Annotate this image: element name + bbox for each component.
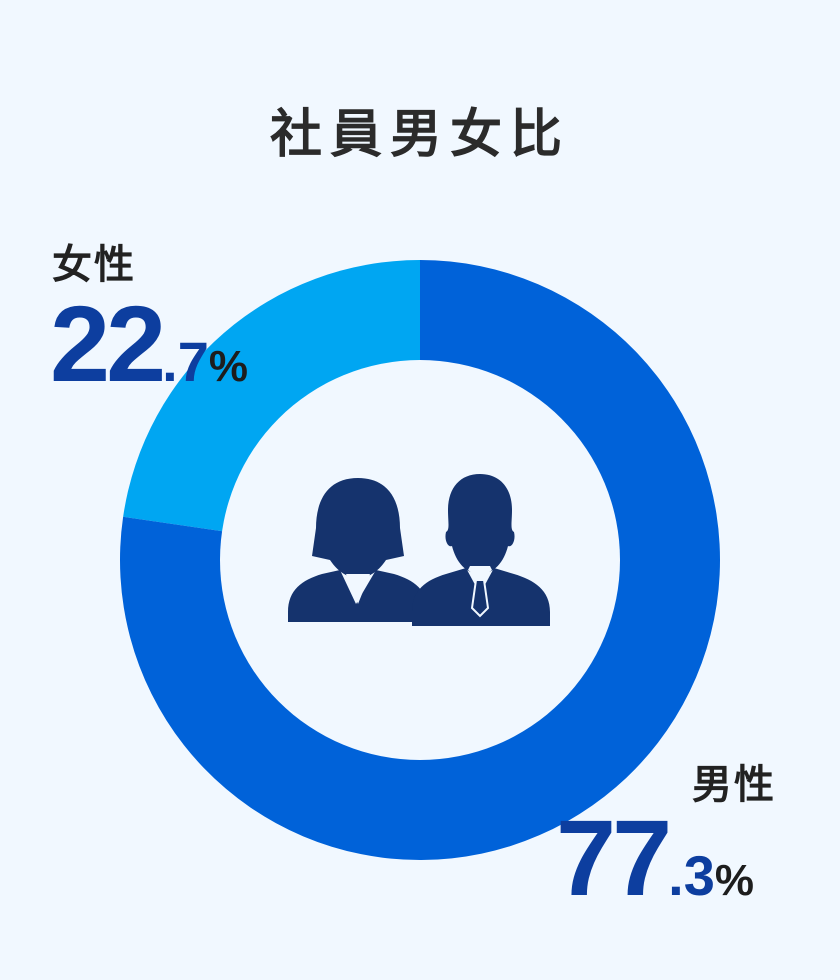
female-percent-sign: %	[209, 342, 248, 391]
female-percent: 22.7%	[50, 290, 248, 398]
male-percent-sign: %	[715, 856, 754, 905]
female-percent-dot: .	[162, 330, 178, 393]
female-percent-int: 22	[50, 283, 162, 404]
donut-hole	[220, 360, 620, 760]
female-percent-dec: 7	[178, 330, 209, 393]
male-percent-dot: .	[668, 844, 684, 907]
female-label: 女性	[52, 232, 136, 290]
male-percent-dec: 3	[684, 844, 715, 907]
male-label: 男性	[692, 752, 776, 810]
male-percent-int: 77	[556, 797, 668, 918]
male-percent: 77.3%	[556, 804, 754, 912]
